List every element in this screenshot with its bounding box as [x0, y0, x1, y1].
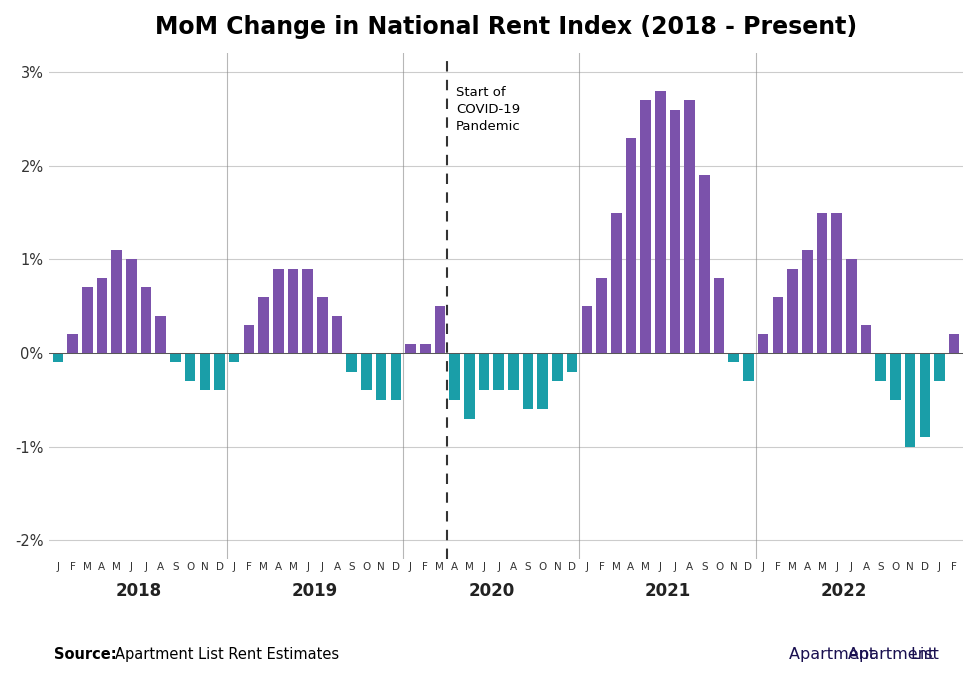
- Bar: [786, 269, 797, 353]
- Bar: [640, 100, 651, 353]
- Bar: [713, 278, 724, 353]
- Bar: [346, 353, 357, 372]
- Bar: [537, 353, 547, 409]
- Bar: [97, 278, 107, 353]
- Bar: [302, 269, 313, 353]
- Bar: [155, 315, 166, 353]
- Bar: [478, 353, 488, 391]
- Text: Apartment List Rent Estimates: Apartment List Rent Estimates: [115, 647, 339, 662]
- Bar: [199, 353, 210, 391]
- Bar: [874, 353, 885, 381]
- Bar: [361, 353, 371, 391]
- Bar: [111, 250, 122, 353]
- Bar: [655, 91, 665, 353]
- Text: Source:: Source:: [54, 647, 121, 662]
- Bar: [82, 288, 93, 353]
- Bar: [904, 353, 914, 447]
- Text: 2018: 2018: [115, 582, 161, 600]
- Bar: [933, 353, 944, 381]
- Bar: [699, 175, 709, 353]
- Bar: [287, 269, 298, 353]
- Bar: [492, 353, 503, 391]
- Bar: [889, 353, 900, 400]
- Bar: [229, 353, 239, 362]
- Bar: [567, 353, 576, 372]
- Title: MoM Change in National Rent Index (2018 - Present): MoM Change in National Rent Index (2018 …: [154, 15, 856, 39]
- Bar: [918, 353, 929, 437]
- Bar: [625, 137, 636, 353]
- Bar: [273, 269, 283, 353]
- Bar: [375, 353, 386, 400]
- Bar: [67, 334, 78, 353]
- Bar: [126, 259, 137, 353]
- Bar: [669, 110, 680, 353]
- Bar: [772, 297, 783, 353]
- Bar: [523, 353, 532, 409]
- Bar: [434, 306, 445, 353]
- Bar: [684, 100, 695, 353]
- Bar: [390, 353, 401, 400]
- Bar: [611, 213, 621, 353]
- Bar: [508, 353, 518, 391]
- Bar: [816, 213, 827, 353]
- Bar: [743, 353, 753, 381]
- Bar: [419, 344, 430, 353]
- Bar: [728, 353, 739, 362]
- Bar: [331, 315, 342, 353]
- Bar: [596, 278, 606, 353]
- Bar: [860, 325, 871, 353]
- Bar: [948, 334, 958, 353]
- Bar: [53, 353, 64, 362]
- Bar: [581, 306, 591, 353]
- Text: Start of
COVID-19
Pandemic: Start of COVID-19 Pandemic: [455, 86, 521, 133]
- Bar: [830, 213, 841, 353]
- Bar: [214, 353, 225, 391]
- Bar: [463, 353, 474, 418]
- Text: 2020: 2020: [468, 582, 514, 600]
- Bar: [141, 288, 151, 353]
- Text: Apartment: Apartment: [847, 647, 938, 662]
- Bar: [801, 250, 812, 353]
- Bar: [404, 344, 415, 353]
- Bar: [757, 334, 768, 353]
- Bar: [317, 297, 327, 353]
- Text: 2022: 2022: [820, 582, 867, 600]
- Bar: [552, 353, 562, 381]
- Bar: [185, 353, 195, 381]
- Bar: [448, 353, 459, 400]
- Bar: [170, 353, 181, 362]
- Bar: [845, 259, 856, 353]
- Text: 2021: 2021: [644, 582, 690, 600]
- Bar: [258, 297, 269, 353]
- Text: Apartment       List: Apartment List: [788, 647, 938, 662]
- Bar: [243, 325, 254, 353]
- Text: 2019: 2019: [291, 582, 338, 600]
